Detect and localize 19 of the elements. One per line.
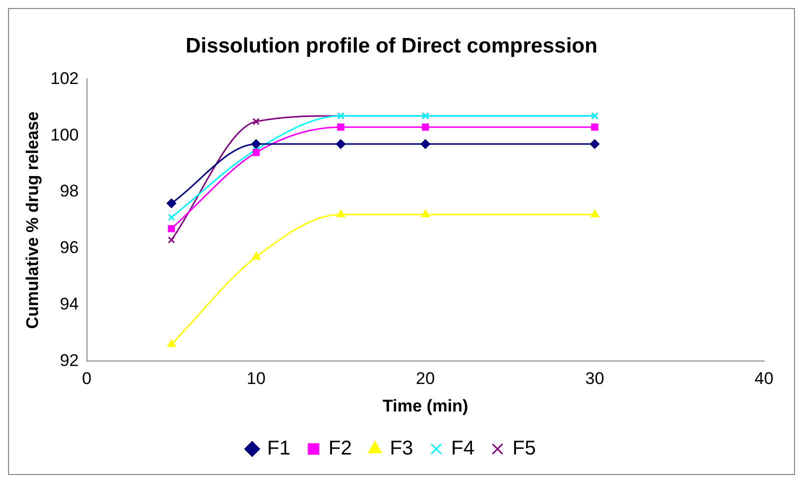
x-tick-label: 20 (416, 369, 435, 388)
x-axis-title: Time (min) (382, 396, 468, 416)
y-tick-label: 92 (60, 350, 79, 370)
legend-label: F3 (390, 438, 414, 460)
x-tick-label: 0 (82, 369, 92, 388)
legend-label: F5 (512, 438, 536, 460)
y-tick-label: 100 (50, 125, 79, 144)
legend-label: F1 (267, 438, 290, 460)
x-tick-label: 10 (246, 369, 266, 388)
y-tick-label: 102 (50, 68, 79, 88)
x-tick-label: 40 (754, 369, 774, 388)
y-tick-label: 96 (60, 238, 79, 258)
y-tick-label: 98 (60, 182, 79, 201)
y-axis-title: Cumulative % drug release (22, 112, 42, 329)
legend-label: F4 (451, 438, 475, 460)
chart-title: Dissolution profile of Direct compression (186, 34, 598, 58)
y-tick-label: 94 (60, 294, 79, 314)
x-tick-label: 30 (585, 369, 604, 388)
legend-label: F2 (328, 438, 352, 460)
